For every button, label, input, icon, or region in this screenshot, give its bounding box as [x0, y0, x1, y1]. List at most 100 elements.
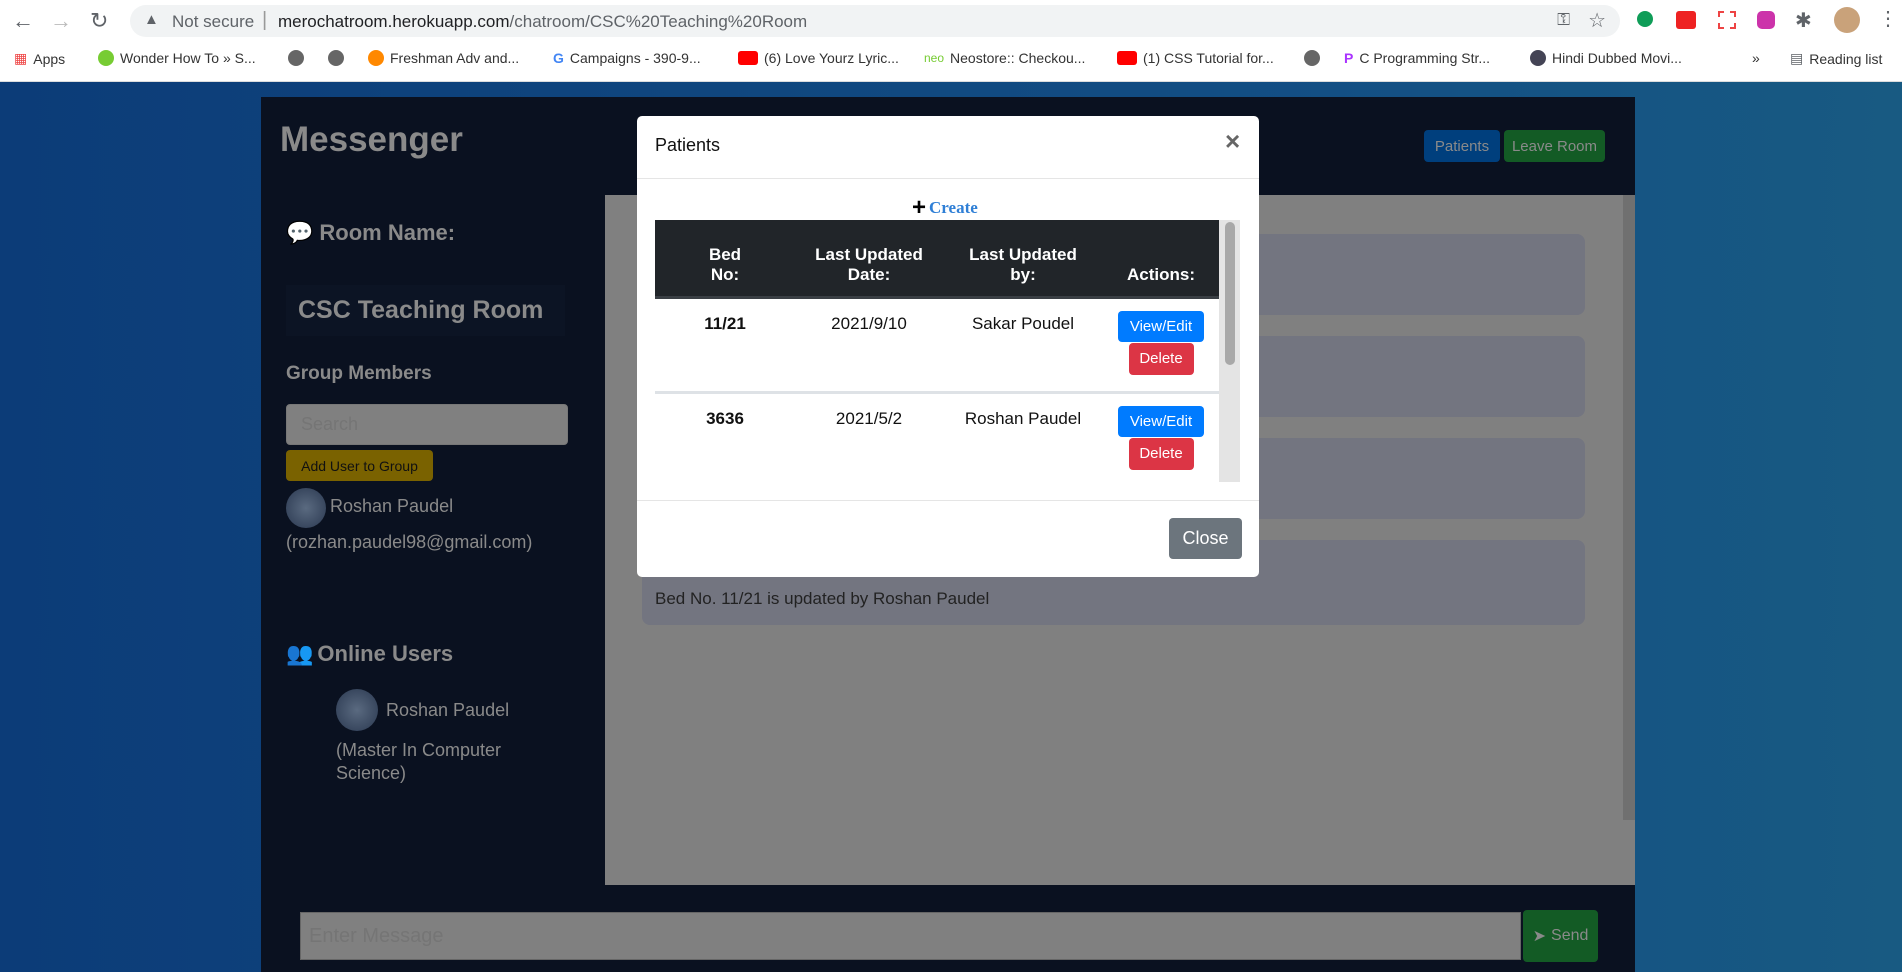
online-user-name: Roshan Paudel [386, 700, 510, 720]
send-label: Send [1551, 927, 1589, 944]
forward-icon[interactable]: → [50, 8, 72, 33]
leave-room-button[interactable]: Leave Room [1504, 130, 1605, 162]
bookmark-label: Hindi Dubbed Movi... [1552, 50, 1682, 66]
bookmarks-overflow[interactable]: » [1752, 50, 1760, 66]
delete-button[interactable]: Delete [1128, 437, 1194, 470]
paper-plane-icon: ➤ [1532, 928, 1547, 945]
table-scrollbar[interactable] [1219, 220, 1240, 482]
youtube-icon [1117, 51, 1137, 65]
create-label: Create [929, 198, 978, 217]
bookmark-label: (6) Love Yourz Lyric... [764, 50, 899, 66]
group-members-heading: Group Members [286, 363, 432, 384]
youtube-icon [738, 51, 758, 65]
bookmark[interactable]: neo Neostore:: Checkou... [924, 50, 1085, 66]
delete-button[interactable]: Delete [1128, 342, 1194, 375]
puzzle-icon[interactable]: ✱ [1795, 10, 1812, 32]
add-user-button[interactable]: Add User to Group [286, 450, 433, 481]
extension-icon[interactable] [1637, 11, 1653, 27]
bookmark[interactable] [288, 50, 304, 66]
scrollbar-thumb[interactable] [1225, 222, 1235, 365]
bookmark[interactable]: P C Programming Str... [1344, 50, 1490, 66]
bookmark[interactable]: G Campaigns - 390-9... [553, 50, 701, 66]
back-icon[interactable]: ← [12, 8, 34, 33]
bookmark[interactable]: (1) CSS Tutorial for... [1117, 50, 1274, 66]
view-edit-button[interactable]: View/Edit [1118, 405, 1204, 437]
room-name-heading: 💬 Room Name: [286, 220, 455, 246]
warning-icon: ▲ [144, 11, 159, 28]
reading-list-label: Reading list [1809, 50, 1883, 67]
bookmark-label: Campaigns - 390-9... [569, 50, 701, 66]
message-scrollbar[interactable] [1623, 195, 1635, 820]
globe-icon [288, 50, 304, 66]
message-input[interactable] [300, 912, 1521, 960]
member-search-input[interactable] [286, 404, 568, 445]
patients-button[interactable]: Patients [1424, 130, 1500, 162]
globe-icon [328, 50, 344, 66]
profile-avatar[interactable] [1834, 7, 1860, 33]
close-button[interactable]: Close [1169, 518, 1242, 559]
globe-icon [1304, 50, 1320, 66]
col-actions: Actions: [1127, 264, 1195, 284]
member-email: (rozhan.paudel98@gmail.com) [286, 532, 533, 552]
instagram-icon[interactable] [1757, 11, 1775, 29]
url: merochatroom.herokuapp.com/chatroom/CSC%… [278, 12, 808, 31]
online-users-label: Online Users [317, 641, 454, 666]
bookmark[interactable] [328, 50, 344, 66]
site-icon [368, 50, 384, 66]
last-updated-by: Sakar Poudel [971, 313, 1075, 333]
address-bar[interactable]: ▲ Not secure | merochatroom.herokuapp.co… [130, 5, 1620, 37]
key-icon[interactable]: ⚿ [1557, 10, 1570, 29]
col-date: Last Updated Date: [815, 244, 923, 284]
online-users-heading: 👥 Online Users [286, 641, 453, 667]
online-user-avatar [336, 689, 378, 731]
reading-list-icon: ▤ [1790, 50, 1804, 66]
online-user-role: Science) [336, 763, 407, 783]
send-button[interactable]: ➤ Send [1523, 910, 1598, 962]
room-name-label: Room Name: [319, 220, 456, 245]
patients-table: Bed No: Last Updated Date: Last Updated by:… [655, 220, 1219, 482]
neo-icon: neo [924, 51, 945, 65]
bookmark-label: C Programming Str... [1359, 50, 1491, 66]
col-by: Last Updated by: [969, 244, 1077, 284]
extension-icon[interactable] [1676, 11, 1696, 29]
apps-grid-icon: ▦ [14, 50, 28, 66]
divider: | [262, 9, 268, 31]
bookmark[interactable]: Wonder How To » S... [98, 50, 256, 66]
modal-close-x[interactable]: × [1225, 126, 1241, 156]
bookmark[interactable]: Hindi Dubbed Movi... [1530, 50, 1682, 66]
bookmark-label: (1) CSS Tutorial for... [1143, 50, 1274, 66]
site-icon [98, 50, 114, 66]
more-label: » [1752, 50, 1760, 66]
bookmark-label: Wonder How To » S... [120, 50, 256, 66]
reload-icon[interactable]: ↻ [90, 8, 109, 33]
comments-icon: 💬 [286, 220, 314, 245]
app-title: Messenger [280, 120, 463, 159]
patients-table-wrapper: Bed No: Last Updated Date: Last Updated by:… [655, 220, 1219, 482]
menu-icon[interactable]: ⋮ [1878, 8, 1898, 30]
table-row: 3636 2021/5/2 Roshan Paudel View/Edit Del… [655, 392, 1219, 482]
create-link[interactable]: + Create [912, 196, 978, 220]
col-bed: Bed No: [708, 244, 742, 284]
table-row: 11/21 2021/9/10 Sakar Poudel View/Edit De… [655, 297, 1219, 392]
divider [637, 178, 1259, 179]
bookmark[interactable] [1304, 50, 1320, 66]
film-icon [1530, 50, 1546, 66]
security-label: Not secure [172, 12, 255, 31]
view-edit-button[interactable]: View/Edit [1118, 310, 1204, 342]
member-name: Roshan Paudel [330, 496, 454, 516]
bookmark[interactable]: Freshman Adv and... [368, 50, 519, 66]
bed-no: 3636 [706, 408, 744, 428]
reading-list[interactable]: ▤ Reading list [1790, 50, 1882, 67]
bookmark[interactable]: (6) Love Yourz Lyric... [738, 50, 899, 66]
bookmarks-bar [0, 42, 1902, 82]
bookmark-label: Apps [33, 50, 66, 67]
bookmark-label: Freshman Adv and... [390, 50, 520, 66]
browser-toolbar: ← → ↻ ▲ Not secure | merochatroom.heroku… [0, 0, 1902, 42]
online-user-role: (Master In Computer [336, 740, 502, 760]
google-icon: G [553, 50, 564, 66]
patients-modal: Patients × + Create Bed No: Last Updated Da… [637, 116, 1259, 577]
bookmark-apps[interactable]: ▦ Apps [14, 50, 65, 67]
star-icon[interactable]: ☆ [1588, 10, 1606, 32]
screen-capture-icon[interactable] [1718, 11, 1736, 29]
room-name: CSC Teaching Room [286, 285, 565, 336]
